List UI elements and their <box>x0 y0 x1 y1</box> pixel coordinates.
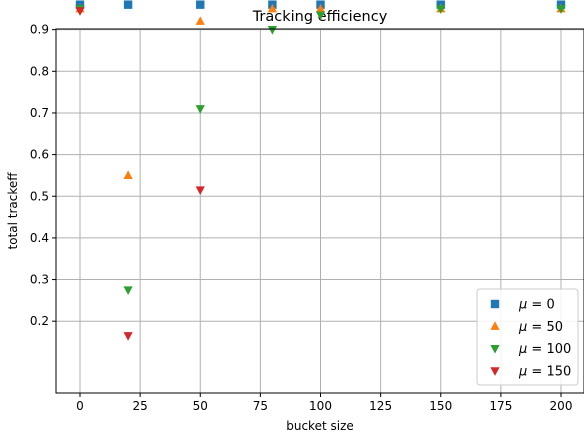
y-tick-label: 0.9 <box>30 23 49 37</box>
data-point <box>123 0 133 9</box>
legend-marker <box>490 367 500 376</box>
legend-label-symbol: μ <box>518 298 527 313</box>
data-point <box>436 5 446 14</box>
data-point <box>123 170 133 180</box>
legend-label: μ = 100 <box>518 342 571 357</box>
y-tick-label: 0.2 <box>30 314 49 328</box>
legend-item: μ = 0 <box>490 298 555 313</box>
x-tick-label: 125 <box>369 399 392 413</box>
y-tick-label: 0.4 <box>30 231 49 245</box>
data-point <box>315 3 326 13</box>
data-point <box>267 26 277 35</box>
legend-label: μ = 50 <box>518 320 563 335</box>
x-tick-label: 150 <box>429 399 452 413</box>
x-tick-label: 200 <box>550 399 573 413</box>
y-tick-label: 0.3 <box>30 273 49 287</box>
data-point <box>195 16 205 25</box>
legend-label-symbol: μ <box>518 342 527 357</box>
x-tick-label: 75 <box>253 399 268 413</box>
x-tick-label: 100 <box>309 399 332 413</box>
legend-label-value: = 150 <box>527 364 571 379</box>
legend-label: μ = 150 <box>518 364 571 379</box>
grid <box>56 29 584 393</box>
legend-label-value: = 100 <box>527 342 571 357</box>
legend-label-symbol: μ <box>518 320 527 335</box>
y-axis-label: total trackeff <box>6 172 20 250</box>
data-point <box>75 7 85 16</box>
legend-marker <box>490 321 500 330</box>
data-point <box>196 0 205 9</box>
data-point <box>123 286 133 295</box>
x-tick-label: 50 <box>193 399 208 413</box>
data-point <box>123 332 133 341</box>
legend-item: μ = 100 <box>490 342 571 357</box>
legend-marker <box>490 299 500 309</box>
x-tick-label: 175 <box>489 399 512 413</box>
legend-box <box>476 288 579 386</box>
data-point <box>315 11 326 21</box>
axis-ticks: 0 25 50 75 100 125 150 175 200 0.2 0.3 0.4 0.5 0.6 0.7… <box>30 23 573 413</box>
series-3 <box>75 7 205 341</box>
data-point <box>267 3 277 13</box>
legend-marker <box>490 345 500 354</box>
legend-item: μ = 150 <box>490 364 571 379</box>
data-point <box>556 5 566 14</box>
x-axis-label: bucket size <box>286 419 354 433</box>
x-tick-label: 0 <box>76 399 84 413</box>
legend-label-symbol: μ <box>518 364 527 379</box>
data-point <box>195 105 205 114</box>
y-tick-label: 0.6 <box>30 148 49 162</box>
y-tick-label: 0.8 <box>30 64 49 78</box>
plot-frame <box>55 28 584 394</box>
y-tick-label: 0.7 <box>30 106 49 120</box>
legend-label-value: = 0 <box>527 298 554 313</box>
legend-item: μ = 50 <box>490 320 563 335</box>
legend-label: μ = 0 <box>518 298 555 313</box>
x-tick-label: 25 <box>132 399 147 413</box>
data-point <box>195 186 205 196</box>
data-points <box>75 0 566 341</box>
y-tick-label: 0.5 <box>30 189 49 203</box>
legend-label-value: = 50 <box>527 320 563 335</box>
